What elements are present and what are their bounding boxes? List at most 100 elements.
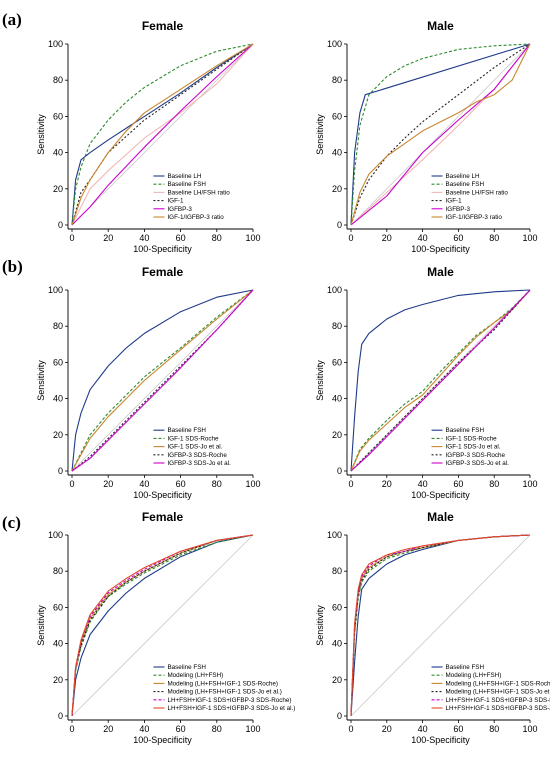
y-tick-label: 20 xyxy=(53,675,63,685)
x-tick-label: 40 xyxy=(418,233,428,243)
legend-entry: IGF-1 SDS-Jo et al. xyxy=(446,444,501,451)
y-tick-label: 100 xyxy=(48,285,63,295)
x-tick-label: 20 xyxy=(382,724,392,734)
legend-entry: Baseline LH/FSH ratio xyxy=(167,189,230,196)
x-tick-label: 0 xyxy=(348,233,353,243)
y-tick-label: 100 xyxy=(327,530,342,540)
x-tick-label: 60 xyxy=(176,724,186,734)
y-tick-label: 80 xyxy=(332,75,342,85)
y-tick-label: 0 xyxy=(337,466,342,476)
x-tick-label: 40 xyxy=(139,724,149,734)
legend-entry: IGF-1/IGFBP-3 ratio xyxy=(167,214,224,221)
legend-entry: Modeling (LH+FSH+IGF-1 SDS-Jo et al.) xyxy=(446,689,550,696)
legend-entry: IGF-1 SDS-Roche xyxy=(446,435,498,442)
y-axis-label: Sensitivity xyxy=(315,114,325,155)
y-tick-label: 40 xyxy=(53,639,63,649)
chart-title: Male xyxy=(427,265,454,279)
legend-entry: IGFBP-3 SDS-Roche xyxy=(167,452,227,459)
legend-entry: LH+FSH+IGF-1 SDS+IGFBP-3 SDS-Jo et al.) xyxy=(446,705,550,712)
y-tick-label: 80 xyxy=(53,321,63,331)
panel-label-c: (c) xyxy=(2,513,21,532)
y-tick-label: 20 xyxy=(332,675,342,685)
y-tick-label: 40 xyxy=(332,148,342,158)
legend-entry: Modeling (LH+FSH+IGF-1 SDS-Roche) xyxy=(167,680,278,687)
series-line-5 xyxy=(71,43,254,226)
x-tick-label: 20 xyxy=(103,233,113,243)
x-tick-label: 0 xyxy=(69,233,74,243)
x-axis-label: 100-Specificity xyxy=(411,490,470,500)
legend-entry: IGF-1 xyxy=(167,198,184,205)
legend-entry: IGF-1 SDS-Roche xyxy=(167,435,219,442)
x-tick-label: 60 xyxy=(453,233,463,243)
y-tick-label: 40 xyxy=(53,394,63,404)
series-line-6 xyxy=(350,43,531,226)
x-tick-label: 80 xyxy=(212,233,222,243)
x-tick-label: 100 xyxy=(522,724,537,734)
legend-entry: IGFBP-3 SDS-Jo et al. xyxy=(167,460,231,467)
chart-title: Female xyxy=(142,510,184,524)
legend-entry: Baseline LH xyxy=(167,173,201,180)
series-line-6 xyxy=(71,43,254,226)
reference-diagonal xyxy=(71,289,254,472)
y-tick-label: 60 xyxy=(332,602,342,612)
legend-entry: IGFBP-3 SDS-Jo et al. xyxy=(446,460,510,467)
legend-entry: IGFBP-3 xyxy=(446,206,471,213)
series-line-3 xyxy=(350,289,531,472)
y-tick-label: 20 xyxy=(53,430,63,440)
x-tick-label: 60 xyxy=(176,233,186,243)
legend-entry: Modeling (LH+FSH+IGF-1 SDS-Jo et al.) xyxy=(167,689,281,696)
y-axis-label: Sensitivity xyxy=(36,360,46,401)
legend-entry: Baseline FSH xyxy=(167,181,206,188)
x-tick-label: 100 xyxy=(245,724,260,734)
chart-title: Male xyxy=(427,19,454,33)
legend-entry: IGFBP-3 xyxy=(167,206,192,213)
series-line-5 xyxy=(71,289,254,472)
x-axis-label: 100-Specificity xyxy=(411,735,470,745)
x-tick-label: 20 xyxy=(103,479,113,489)
y-tick-label: 0 xyxy=(337,711,342,721)
legend-entry: IGF-1 xyxy=(446,198,463,205)
x-tick-label: 80 xyxy=(489,724,499,734)
x-tick-label: 0 xyxy=(69,479,74,489)
series-line-6 xyxy=(71,534,254,717)
x-tick-label: 20 xyxy=(382,233,392,243)
panel-label-b: (b) xyxy=(2,257,23,276)
x-tick-label: 0 xyxy=(348,479,353,489)
y-tick-label: 20 xyxy=(332,184,342,194)
y-tick-label: 60 xyxy=(53,357,63,367)
x-axis-label: 100-Specificity xyxy=(133,735,192,745)
x-tick-label: 100 xyxy=(522,479,537,489)
x-tick-label: 60 xyxy=(176,479,186,489)
x-tick-label: 100 xyxy=(245,479,260,489)
x-tick-label: 20 xyxy=(382,479,392,489)
legend-entry: IGFBP-3 SDS-Roche xyxy=(446,452,506,459)
series-line-2 xyxy=(350,43,531,226)
y-tick-label: 40 xyxy=(332,639,342,649)
y-tick-label: 100 xyxy=(48,530,63,540)
series-line-1 xyxy=(71,534,254,717)
series-line-2 xyxy=(71,43,254,226)
series-line-4 xyxy=(71,43,254,226)
reference-diagonal xyxy=(350,289,531,472)
y-tick-label: 100 xyxy=(327,285,342,295)
series-line-3 xyxy=(71,289,254,472)
legend-entry: Baseline FSH xyxy=(167,427,206,434)
chart-title: Male xyxy=(427,510,454,524)
legend-entry: Baseline FSH xyxy=(167,664,206,671)
y-axis-label: Sensitivity xyxy=(315,605,325,646)
x-tick-label: 80 xyxy=(212,724,222,734)
legend-entry: Baseline LH/FSH ratio xyxy=(446,189,509,196)
y-tick-label: 60 xyxy=(332,357,342,367)
legend-entry: Baseline FSH xyxy=(446,664,485,671)
y-tick-label: 60 xyxy=(53,602,63,612)
legend-entry: Modeling (LH+FSH) xyxy=(167,672,223,679)
reference-diagonal xyxy=(71,534,254,717)
x-axis-label: 100-Specificity xyxy=(133,244,192,254)
y-tick-label: 80 xyxy=(53,75,63,85)
y-axis-label: Sensitivity xyxy=(315,360,325,401)
chart-b-male: Male 0 20 40 60 80 100 0 20 40 60 80 100 100-Specific… xyxy=(315,265,538,500)
